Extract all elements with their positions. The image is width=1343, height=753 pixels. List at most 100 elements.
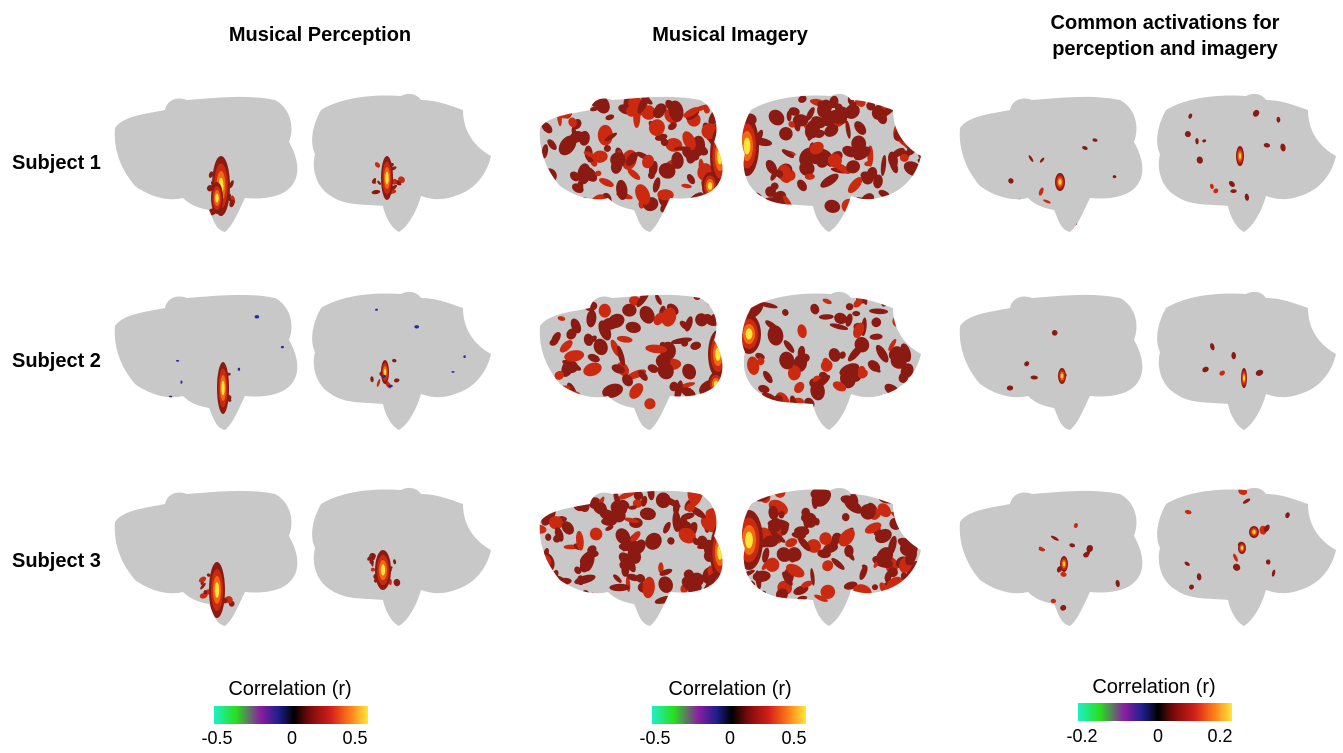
activation-blob	[577, 180, 584, 193]
activation-blob	[829, 323, 849, 331]
activation-blob	[762, 547, 770, 563]
activation-blob	[369, 554, 375, 561]
activation-blob	[911, 199, 921, 211]
activation-blob	[1271, 569, 1276, 577]
activation-layer	[370, 308, 466, 389]
activation-blob	[1285, 512, 1290, 519]
activation-blob	[545, 533, 552, 541]
negative-correlation-speck	[451, 371, 455, 373]
activation-blob	[647, 490, 655, 501]
activation-blob	[869, 333, 883, 340]
activation-blob	[655, 294, 662, 305]
activation-blob	[781, 149, 795, 159]
activation-blob	[598, 320, 612, 341]
activation-blob	[819, 148, 833, 158]
activation-blob	[844, 544, 854, 558]
colorbar-label: Correlation (r)	[1092, 676, 1216, 698]
activation-peak	[707, 182, 713, 190]
activation-layer	[1184, 487, 1290, 590]
activation-blob	[871, 584, 879, 591]
activation-blob	[602, 383, 624, 398]
activation-blob	[768, 518, 782, 534]
activation-blob	[615, 528, 631, 545]
activation-blob	[1030, 375, 1038, 380]
activation-blob	[866, 101, 876, 111]
activation-blob	[852, 142, 857, 155]
activation-blob	[391, 178, 397, 185]
activation-blob	[616, 335, 633, 343]
activation-blob	[770, 530, 786, 543]
activation-blob	[624, 540, 638, 550]
negative-correlation-speck	[388, 384, 393, 388]
cortex-flatmap	[114, 294, 298, 430]
activation-blob	[804, 119, 820, 139]
activation-blob	[369, 559, 374, 565]
activation-blob	[1263, 524, 1270, 533]
activation-blob	[628, 505, 637, 510]
activation-blob	[810, 303, 820, 315]
activation-blob	[659, 568, 673, 576]
activation-blob	[637, 96, 650, 114]
activation-blob	[1100, 222, 1105, 226]
activation-blob	[1210, 343, 1215, 351]
activation-blob	[638, 370, 648, 381]
activation-blob	[548, 516, 563, 530]
activation-blob	[639, 507, 656, 521]
activation-blob	[873, 365, 881, 373]
activation-blob	[539, 183, 545, 197]
activation-blob	[755, 570, 762, 590]
activation-layer	[371, 156, 405, 200]
activation-blob	[629, 383, 644, 399]
activation-blob	[539, 524, 547, 534]
activation-blob	[887, 567, 898, 578]
activation-blob	[1027, 215, 1033, 220]
column-title-common-line2: perception and imagery	[1052, 38, 1278, 60]
activation-blob	[574, 566, 582, 575]
activation-blob	[1184, 561, 1190, 566]
activation-blob	[678, 527, 696, 544]
activation-blob	[849, 200, 865, 210]
activation-blob	[682, 363, 697, 380]
activation-blob	[834, 312, 848, 325]
activation-blob	[758, 384, 770, 394]
activation-blob	[891, 147, 905, 158]
activation-blob	[541, 121, 553, 134]
activation-blob	[906, 584, 921, 603]
activation-peak	[712, 574, 723, 602]
activation-blob	[786, 110, 792, 122]
activation-blob	[686, 174, 696, 185]
activation-peak	[221, 380, 225, 396]
brain-map-row3-col2-left-hemisphere	[539, 490, 723, 626]
activation-blob	[600, 196, 610, 218]
activation-blob	[1231, 352, 1237, 360]
brain-map-row2-col1-right-hemisphere	[312, 291, 491, 430]
brain-map-row3-col3-left-hemisphere	[959, 490, 1143, 626]
activation-blob	[692, 537, 700, 546]
activation-blob	[539, 193, 550, 200]
activation-blob	[690, 341, 702, 350]
activation-blob	[859, 565, 868, 580]
activation-peak	[380, 564, 386, 576]
activation-blob	[206, 184, 214, 192]
activation-blob	[669, 381, 679, 392]
activation-blob	[609, 583, 630, 592]
activation-blob	[594, 96, 610, 114]
activation-blob	[645, 344, 668, 354]
activation-blob	[797, 535, 811, 552]
negative-correlation-speck	[176, 359, 180, 362]
cortex-flatmap	[1157, 291, 1336, 430]
brain-map-row1-col2-left-hemisphere	[539, 96, 723, 232]
activation-blob	[1213, 188, 1219, 194]
activation-blob	[626, 105, 637, 117]
activation-blob	[1188, 113, 1193, 119]
activation-blob	[822, 298, 832, 305]
activation-blob	[845, 120, 851, 139]
activation-blob	[818, 314, 834, 320]
activation-blob	[574, 574, 596, 585]
activation-blob	[587, 545, 597, 555]
colorbar-tick: 0	[286, 728, 297, 748]
activation-blob	[671, 151, 684, 169]
cortex-flatmap	[1157, 487, 1336, 626]
activation-blob	[647, 364, 659, 373]
activation-blob	[809, 141, 824, 155]
